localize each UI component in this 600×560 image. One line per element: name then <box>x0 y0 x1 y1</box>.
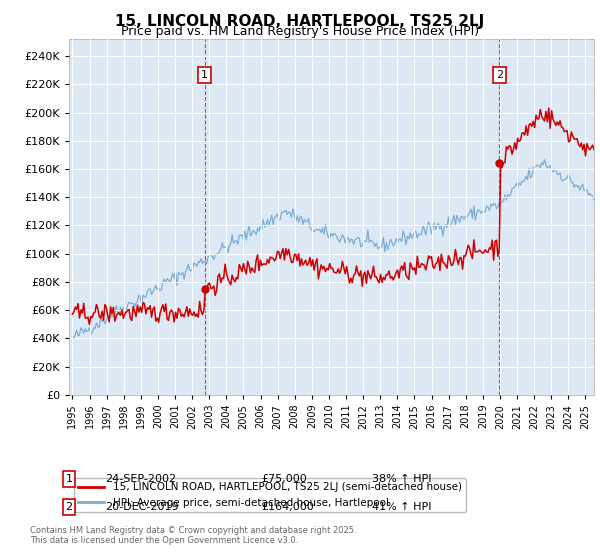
Text: 15, LINCOLN ROAD, HARTLEPOOL, TS25 2LJ: 15, LINCOLN ROAD, HARTLEPOOL, TS25 2LJ <box>115 14 485 29</box>
Text: 38% ↑ HPI: 38% ↑ HPI <box>372 474 431 484</box>
Text: 1: 1 <box>201 70 208 80</box>
Text: Contains HM Land Registry data © Crown copyright and database right 2025.: Contains HM Land Registry data © Crown c… <box>30 526 356 535</box>
Text: £75,000: £75,000 <box>261 474 307 484</box>
Text: 20-DEC-2019: 20-DEC-2019 <box>105 502 179 512</box>
Text: 2: 2 <box>496 70 503 80</box>
Text: £164,000: £164,000 <box>261 502 314 512</box>
Text: This data is licensed under the Open Government Licence v3.0.: This data is licensed under the Open Gov… <box>30 536 298 545</box>
Text: 2: 2 <box>65 502 73 512</box>
Text: 24-SEP-2002: 24-SEP-2002 <box>105 474 176 484</box>
Text: 41% ↑ HPI: 41% ↑ HPI <box>372 502 431 512</box>
Text: Price paid vs. HM Land Registry's House Price Index (HPI): Price paid vs. HM Land Registry's House … <box>121 25 479 38</box>
Text: 1: 1 <box>65 474 73 484</box>
Legend: 15, LINCOLN ROAD, HARTLEPOOL, TS25 2LJ (semi-detached house), HPI: Average price: 15, LINCOLN ROAD, HARTLEPOOL, TS25 2LJ (… <box>74 478 466 512</box>
